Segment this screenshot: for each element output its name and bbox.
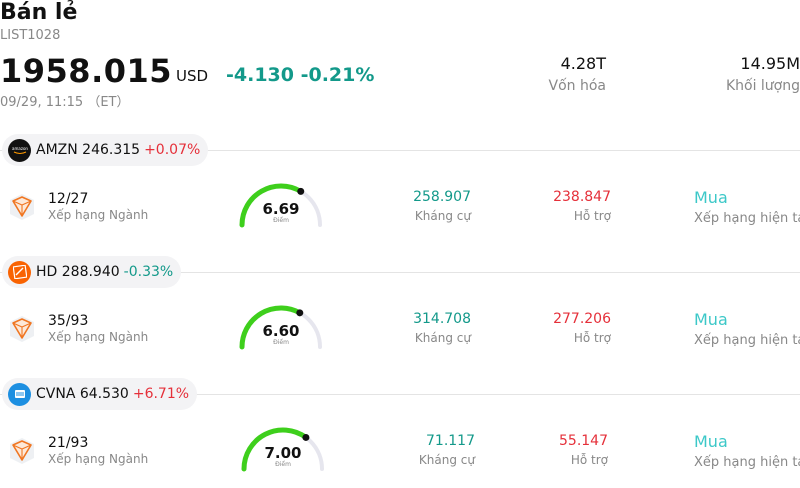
amazon-logo-icon: amazon [8,138,31,162]
page-title: Bán lẻ [0,0,78,25]
rating-label: Xếp hạng hiện tại [694,333,800,348]
timestamp: 09/29, 11:15 （ET） [0,95,130,110]
support-value: 55.147 [559,433,608,449]
rating-label: Xếp hạng hiện tại [694,455,800,470]
divider [0,272,800,273]
support-label: Hỗ trợ [573,331,611,345]
resistance-value: 314.708 [413,311,471,327]
score-value: 7.00 [264,444,302,462]
divider [0,394,800,395]
carvana-logo-icon [8,382,31,406]
rating-value: Mua [694,188,728,207]
support-label: Hỗ trợ [573,209,611,223]
svg-text:amazon: amazon [12,146,28,151]
support-value: 238.847 [553,189,611,205]
rating-value: Mua [694,310,728,329]
currency-label: USD [176,67,209,85]
rank-label: Xếp hạng Ngành [48,452,149,466]
stock-pill-hd[interactable]: HD 288.940 -0.33% [2,256,182,288]
stock-ticker: AMZN 246.315 [36,142,141,158]
resistance-label: Kháng cự [414,209,471,223]
score-value: 6.60 [262,322,300,340]
rank-value: 12/27 [48,191,89,207]
stock-change: +6.71% [132,386,190,402]
resistance-label: Kháng cự [414,331,471,345]
industry-rank-icon [10,438,34,464]
rating-label: Xếp hạng hiện tại [694,211,800,226]
score-gauge [239,305,322,350]
support-value: 277.206 [553,311,611,327]
score-label: Điểm [275,461,291,468]
score-label: Điểm [273,339,289,346]
score-value: 6.69 [262,200,300,218]
index-change: -4.130 -0.21% [226,64,375,86]
score-gauge [239,183,322,228]
rank-label: Xếp hạng Ngành [48,208,149,222]
market-cap-label: Vốn hóa [548,78,606,94]
home-depot-logo-icon [8,260,31,284]
rating-value: Mua [694,432,728,451]
resistance-value: 71.117 [426,433,475,449]
industry-rank-icon [10,316,34,342]
stock-change: -0.33% [123,264,174,280]
stock-pill-cvna[interactable]: CVNA 64.530 +6.71% [2,378,198,410]
stock-ticker: CVNA 64.530 [36,386,129,402]
rank-value: 21/93 [48,435,89,451]
divider [0,150,800,151]
rank-value: 35/93 [48,313,89,329]
index-code: LIST1028 [0,28,61,43]
index-price: 1958.015 [0,52,173,90]
industry-rank-icon [10,194,34,220]
volume-value: 14.95M [740,54,800,73]
stock-ticker: HD 288.940 [36,264,120,280]
market-cap-value: 4.28T [560,54,606,73]
rank-label: Xếp hạng Ngành [48,330,149,344]
score-label: Điểm [273,217,289,224]
stock-pill-amzn[interactable]: amazon AMZN 246.315 +0.07% [2,134,209,166]
resistance-value: 258.907 [413,189,471,205]
score-gauge [241,427,324,472]
resistance-label: Kháng cự [418,453,475,467]
support-label: Hỗ trợ [570,453,608,467]
volume-label: Khối lượng [725,78,800,94]
stock-change: +0.07% [144,142,201,158]
